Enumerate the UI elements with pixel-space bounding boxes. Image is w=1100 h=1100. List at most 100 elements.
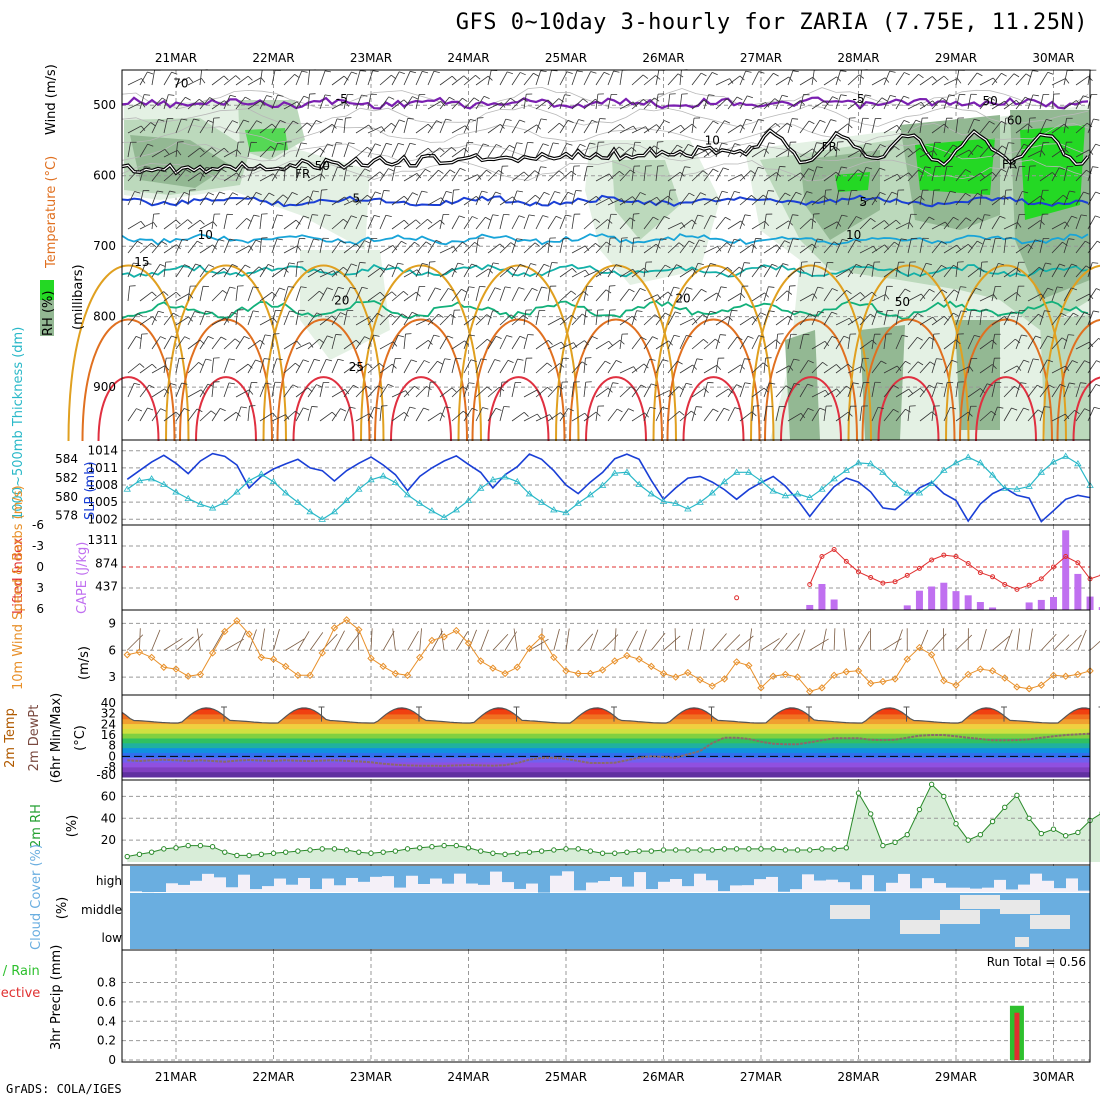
wind-barb xyxy=(367,363,380,374)
rh-area xyxy=(127,784,1100,862)
axis-label-cloud: Cloud Cover (%) xyxy=(29,844,44,950)
wind-barb-flag xyxy=(920,293,926,299)
wind-barb xyxy=(775,166,780,182)
rh-point xyxy=(587,848,594,854)
wind-barb xyxy=(187,219,201,230)
wind10-point xyxy=(1001,674,1009,682)
wind-barb xyxy=(595,406,599,422)
wind-barb xyxy=(655,359,664,374)
wind-barb xyxy=(823,241,835,254)
wind-barb xyxy=(127,220,142,230)
wind-barb xyxy=(403,406,411,422)
high-cloud-bar xyxy=(742,866,754,886)
wind-barb xyxy=(631,192,641,206)
wind-barb-flag xyxy=(651,383,658,387)
wind10-barb xyxy=(919,629,929,651)
wind-barb xyxy=(463,119,471,134)
wind-barb xyxy=(559,290,572,302)
wind-barb xyxy=(751,119,759,134)
axis-label-dewpt: 2m DewPt xyxy=(27,705,42,772)
wind-barb xyxy=(175,142,179,158)
wind-barb xyxy=(475,286,480,302)
wind10-point xyxy=(537,633,546,641)
wind-barb xyxy=(487,262,494,278)
wind-barb xyxy=(643,124,657,134)
rh-point xyxy=(989,818,996,825)
precip-tick: 0.4 xyxy=(97,1014,116,1028)
wind-barb-flag xyxy=(678,242,684,247)
wind-barb xyxy=(391,166,396,182)
wind-barb-flag xyxy=(752,316,757,322)
wind10-barb xyxy=(553,628,560,651)
wind-barb xyxy=(499,314,512,326)
rh-point xyxy=(843,845,850,851)
wind10-barb xyxy=(589,629,599,651)
wind-barb xyxy=(283,410,296,422)
wind-barb-flag xyxy=(433,334,440,337)
wind-barb xyxy=(619,196,633,206)
wind-barb xyxy=(643,314,656,326)
wind-barb-flag xyxy=(595,242,601,248)
wind-barb xyxy=(679,192,690,206)
wind-barb xyxy=(667,242,680,254)
wind-barb-flag xyxy=(764,292,769,298)
wind-barb-flag xyxy=(948,94,955,97)
wind-barb-flag xyxy=(288,286,295,288)
wind-barb-flag xyxy=(904,72,910,76)
wind-barb xyxy=(583,382,587,398)
wind-barb xyxy=(703,72,713,86)
wind-barb xyxy=(1039,238,1044,254)
wind-barb xyxy=(931,406,935,422)
wind-barb xyxy=(295,407,304,422)
wind-barb-flag xyxy=(632,268,638,275)
wind-barb xyxy=(763,122,776,134)
wind-barb xyxy=(535,242,548,254)
wind-barb-flag xyxy=(403,219,409,225)
wind-barb xyxy=(979,383,988,398)
wind-barb-flag xyxy=(760,264,767,269)
wind-barb xyxy=(667,286,675,302)
wind-barb xyxy=(127,142,131,158)
wind-barb xyxy=(367,70,374,86)
wind-barb xyxy=(499,406,505,422)
wind-barb xyxy=(703,263,711,278)
wind-barb-flag xyxy=(134,191,141,194)
wind-barb xyxy=(367,94,372,110)
li-point xyxy=(990,574,996,580)
wind-barb-flag xyxy=(712,408,719,413)
wind-barb xyxy=(259,291,273,302)
wind-barb xyxy=(979,294,994,302)
wind10-point xyxy=(891,675,899,683)
wind-barb xyxy=(247,142,252,158)
wind-barb xyxy=(139,291,153,302)
wind-barb xyxy=(703,215,712,230)
wind-barb-flag xyxy=(1047,359,1054,363)
wind-barb xyxy=(391,335,399,350)
wind-barb xyxy=(283,166,286,182)
wind-barb xyxy=(1063,118,1068,134)
wind-barb xyxy=(583,71,592,86)
high-cloud-bar xyxy=(490,866,502,872)
wind-barb xyxy=(799,191,808,206)
wind-barb xyxy=(811,142,817,158)
wind-barb-flag xyxy=(1028,244,1033,249)
high-cloud-bar xyxy=(238,866,250,875)
wind-barb xyxy=(679,240,690,254)
wind-barb-flag xyxy=(160,336,167,340)
isotherm-arch xyxy=(1056,318,1100,442)
wind-barb xyxy=(223,214,228,230)
wind-barb xyxy=(607,123,621,134)
rh-point xyxy=(880,842,886,849)
wind-barb xyxy=(871,192,881,206)
wind-barb xyxy=(691,192,701,206)
wind-barb-flag xyxy=(439,147,445,153)
wind-barb-flag xyxy=(608,268,613,274)
wind10-barb xyxy=(955,634,973,651)
wind-barb xyxy=(931,221,946,230)
wind-barb-flag xyxy=(736,336,743,341)
wind-barb-flag xyxy=(1056,286,1064,289)
wind-barb-flag xyxy=(681,222,686,228)
wind10-barb xyxy=(151,629,161,651)
wind-barb-flag xyxy=(512,196,517,202)
wind-barb-flag xyxy=(414,241,420,246)
